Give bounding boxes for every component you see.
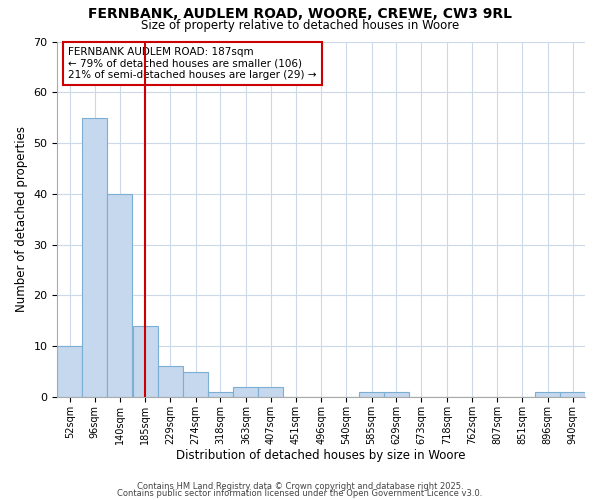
X-axis label: Distribution of detached houses by size in Woore: Distribution of detached houses by size … [176,450,466,462]
Bar [133,326,158,397]
Text: FERNBANK AUDLEM ROAD: 187sqm
← 79% of detached houses are smaller (106)
21% of s: FERNBANK AUDLEM ROAD: 187sqm ← 79% of de… [68,47,316,80]
Bar [384,392,409,397]
Bar [158,366,182,397]
Bar [208,392,233,397]
Text: Size of property relative to detached houses in Woore: Size of property relative to detached ho… [141,19,459,32]
Bar [82,118,107,397]
Bar [58,346,82,397]
Bar [107,194,132,397]
Text: Contains public sector information licensed under the Open Government Licence v3: Contains public sector information licen… [118,489,482,498]
Y-axis label: Number of detached properties: Number of detached properties [15,126,28,312]
Bar [183,372,208,397]
Bar [359,392,384,397]
Bar [560,392,585,397]
Text: FERNBANK, AUDLEM ROAD, WOORE, CREWE, CW3 9RL: FERNBANK, AUDLEM ROAD, WOORE, CREWE, CW3… [88,8,512,22]
Bar [535,392,560,397]
Bar [259,387,283,397]
Bar [233,387,259,397]
Text: Contains HM Land Registry data © Crown copyright and database right 2025.: Contains HM Land Registry data © Crown c… [137,482,463,491]
